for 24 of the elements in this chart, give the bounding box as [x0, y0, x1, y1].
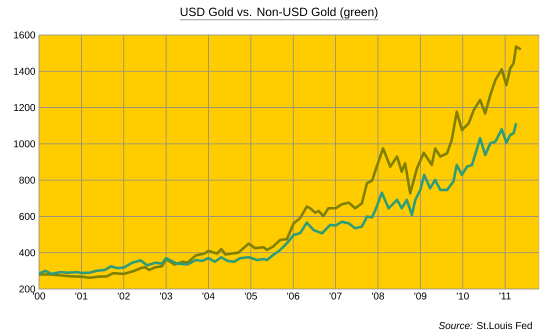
x-tick-label: '01 — [75, 292, 88, 300]
x-tick-label: '04 — [202, 292, 215, 300]
x-tick-label: '08 — [372, 292, 384, 300]
y-tick-label: 200 — [19, 285, 36, 293]
y-tick-label: 800 — [19, 176, 36, 184]
line-series — [39, 45, 522, 280]
x-tick-label: '11 — [499, 292, 511, 300]
y-tick-label: 1200 — [14, 104, 36, 112]
x-tick-label: '07 — [330, 292, 342, 300]
x-tick-label: '05 — [244, 292, 257, 300]
x-tick-label: '09 — [414, 292, 426, 300]
y-tick-label: 400 — [19, 249, 36, 256]
x-tick-label: '02 — [118, 292, 130, 300]
chart-title: USD Gold vs. Non-USD Gold (green) — [180, 7, 378, 18]
y-tick-label: 1000 — [14, 140, 36, 148]
x-tick-label: '03 — [160, 292, 172, 300]
line-series — [39, 122, 518, 276]
y-tick-label: 1400 — [14, 68, 36, 75]
x-tick-label: '06 — [287, 292, 300, 300]
y-tick-label: 1600 — [14, 31, 36, 39]
text: Source: St.Louis Fed — [438, 322, 532, 330]
x-tick-label: '10 — [456, 292, 469, 300]
y-tick-label: 600 — [19, 212, 36, 220]
x-tick-label: '00 — [33, 292, 46, 300]
